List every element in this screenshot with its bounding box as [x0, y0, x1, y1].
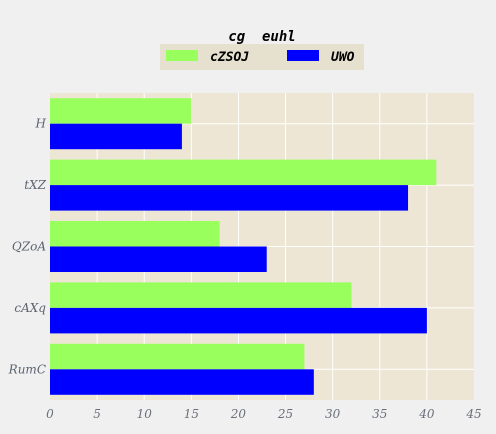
- x-tick-label-5: 5: [93, 407, 101, 421]
- x-tick-label-0: 0: [46, 407, 54, 421]
- x-tick-label-20: 20: [230, 407, 247, 421]
- legend-label-czsoj: cZSOJ: [210, 50, 249, 65]
- legend: cZSOJ UWO: [160, 44, 364, 70]
- legend-label-uwo: UWO: [331, 50, 355, 65]
- legend-swatch-czsoj: [166, 50, 198, 61]
- x-axis-ticks: 0 5 10 15 20 25 30 35 40 45: [46, 407, 481, 421]
- bar-uwo-h: [50, 123, 182, 150]
- x-tick-label-10: 10: [137, 407, 153, 421]
- bar-uwo-qzoa: [50, 246, 267, 272]
- x-tick-label-35: 35: [372, 407, 387, 421]
- y-tick-label-h: H: [35, 117, 47, 131]
- bar-czsoj-txz: [50, 159, 437, 186]
- legend-swatch-uwo: [287, 50, 319, 61]
- y-tick-label-rumc: RumC: [8, 362, 46, 376]
- bar-czsoj-qzoa: [50, 221, 220, 247]
- bar-czsoj-rumc: [50, 343, 305, 370]
- bar-uwo-txz: [50, 185, 409, 211]
- x-tick-label-30: 30: [325, 407, 341, 421]
- chart-title: cg euhl: [228, 29, 295, 45]
- x-tick-label-40: 40: [418, 407, 435, 421]
- y-tick-label-qzoa: QZoA: [12, 240, 46, 254]
- bars: [50, 98, 437, 395]
- bar-czsoj-h: [50, 98, 192, 124]
- x-tick-label-15: 15: [184, 407, 199, 421]
- bar-czsoj-caxq: [50, 282, 352, 308]
- bar-uwo-caxq: [50, 307, 427, 334]
- y-tick-label-caxq: cAXq: [14, 301, 46, 315]
- x-tick-label-45: 45: [465, 407, 481, 421]
- bar-uwo-rumc: [50, 369, 314, 395]
- x-tick-label-25: 25: [277, 407, 293, 421]
- y-tick-label-txz: tXZ: [24, 178, 46, 192]
